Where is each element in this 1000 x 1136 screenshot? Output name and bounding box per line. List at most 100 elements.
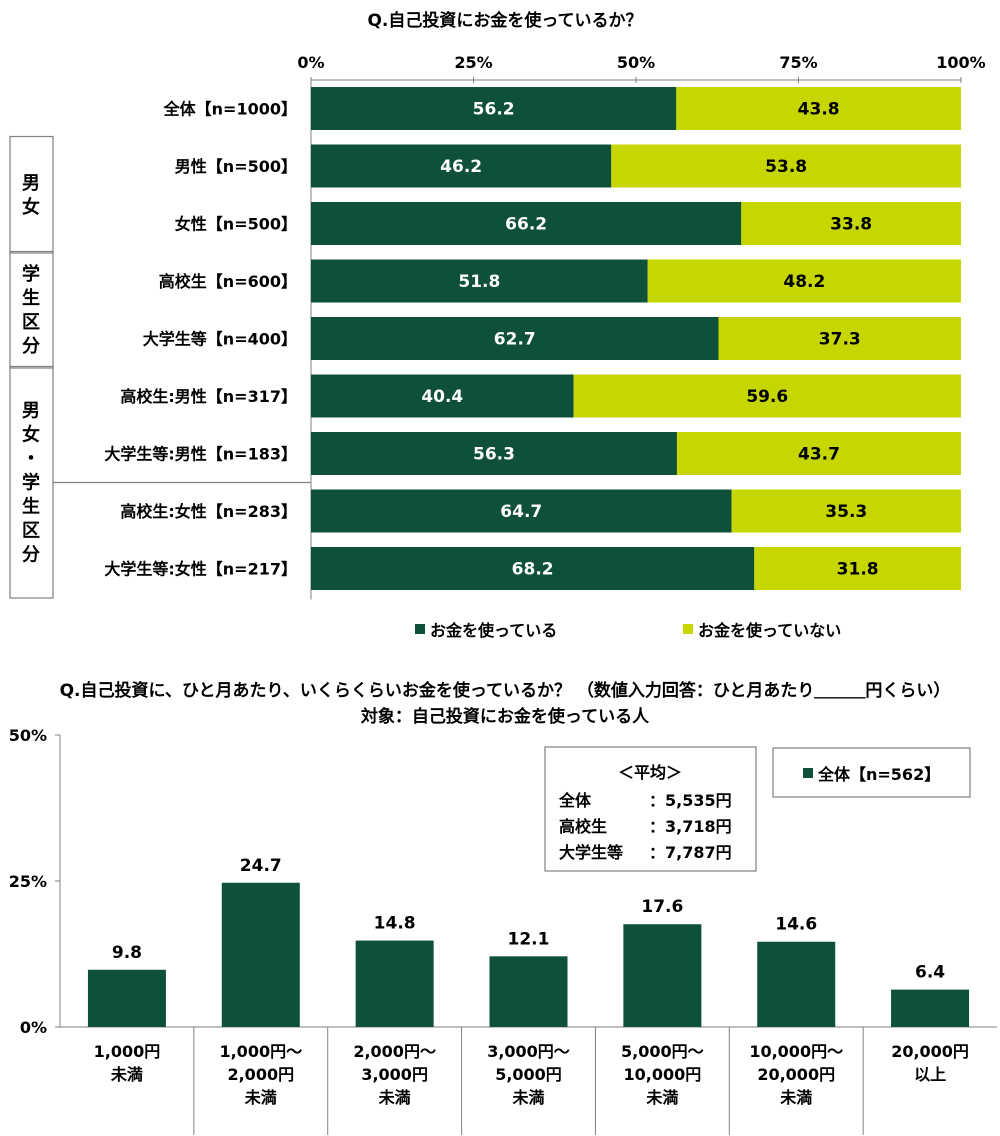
column-bar: [221, 882, 300, 1027]
category-label-line: 2,000円: [227, 1065, 294, 1084]
category-label-line: 以上: [914, 1065, 946, 1084]
average-box-title: ＜平均＞: [618, 763, 682, 782]
category-label-line: 未満: [110, 1065, 143, 1084]
column-chart: Q.自己投資に、ひと月あたり、いくらくらいお金を使っているか？ （数値入力回答：…: [9, 680, 997, 1135]
group-label-char: 区: [22, 520, 40, 541]
column-bar: [87, 969, 166, 1027]
category-label: 20,000円以上: [891, 1042, 969, 1084]
data-label: 6.4: [915, 963, 945, 983]
y-tick-label: 25%: [9, 872, 47, 891]
data-label: 56.3: [473, 445, 515, 465]
data-label: 53.8: [765, 157, 807, 177]
stacked-bar-chart: Q.自己投資にお金を使っているか？ 0% 25% 50% 75% 100% 全体【n=100…: [9, 10, 986, 640]
category-label-line: 3,000円: [361, 1065, 428, 1084]
average-box: [544, 746, 757, 872]
x-tick-label: 100%: [936, 53, 985, 72]
group-label-char: 男: [22, 173, 40, 194]
bar-segment-used: [311, 489, 732, 533]
data-label: 12.1: [508, 929, 550, 949]
category-label-line: 10,000円～: [749, 1042, 843, 1061]
average-row-label: 大学生等: [559, 843, 623, 862]
average-row-label: 高校生: [559, 817, 607, 836]
category-label: 男性【n=500】: [175, 157, 297, 176]
data-label: 17.6: [641, 897, 683, 917]
group-label-char: 分: [22, 544, 40, 565]
category-label-line: 5,000円～: [621, 1042, 704, 1061]
category-label: 10,000円～ 20,000円未満: [749, 1042, 843, 1107]
data-label: 56.2: [473, 100, 515, 120]
category-label: 高校生:男性【n=317】: [120, 387, 297, 406]
group-label-char: 分: [22, 336, 40, 357]
legend-swatch-not-used: [683, 624, 693, 634]
category-label: 1,000円未満: [94, 1042, 161, 1084]
category-label-line: 未満: [779, 1088, 812, 1107]
group-label-char: 女: [22, 196, 40, 218]
data-label: 48.2: [783, 272, 825, 292]
data-label: 51.8: [458, 272, 500, 292]
group-label-char: 生: [22, 495, 40, 517]
bar-segment-used: [311, 374, 574, 418]
category-label: 全体【n=1000】: [163, 100, 297, 119]
data-label: 64.7: [500, 502, 542, 522]
chart-subtitle: 対象：自己投資にお金を使っている人: [360, 706, 650, 727]
bar-segment-used: [311, 87, 677, 130]
bar-segment-not-used: [573, 374, 961, 418]
bar-segment-not-used: [647, 259, 961, 303]
bar-segment-not-used: [611, 144, 961, 188]
bar-segment-used: [311, 432, 677, 475]
data-label: 31.8: [837, 560, 879, 580]
category-label: 高校生:女性【n=283】: [120, 502, 297, 521]
category-label: 大学生等:男性【n=183】: [104, 445, 297, 464]
data-label: 43.7: [798, 445, 840, 465]
bar-segment-used: [311, 259, 648, 303]
category-label: 3,000円～ 5,000円未満: [487, 1042, 570, 1107]
category-label-line: 2,000円～: [353, 1042, 436, 1061]
category-label: 5,000円～ 10,000円未満: [621, 1042, 704, 1107]
category-label-line: 未満: [244, 1088, 277, 1107]
chart-title: Q.自己投資にお金を使っているか？: [367, 10, 642, 31]
legend-box: [772, 747, 971, 798]
y-tick-label: 50%: [9, 726, 47, 745]
data-label: 46.2: [440, 157, 482, 177]
group-label-char: 区: [22, 312, 40, 333]
data-label: 59.6: [746, 387, 788, 407]
average-row-label: 全体: [558, 791, 592, 810]
group-box: [9, 135, 54, 254]
bar-segment-not-used: [676, 432, 961, 475]
category-label-line: 1,000円～: [219, 1042, 302, 1061]
bar-segment-used: [311, 144, 612, 188]
bar-segment-not-used: [741, 202, 961, 245]
x-tick-label: 50%: [617, 53, 655, 72]
category-label-line: 5,000円: [495, 1065, 562, 1084]
column-bar: [757, 941, 836, 1027]
average-row-value: ：7,787円: [649, 843, 732, 862]
column-bar: [489, 956, 568, 1027]
group-box: [9, 250, 54, 369]
average-row-value: ：3,718円: [649, 817, 732, 836]
data-label: 68.2: [512, 560, 554, 580]
category-label-line: 1,000円: [94, 1042, 161, 1061]
legend-swatch: [803, 768, 813, 778]
bar-segment-used: [311, 547, 755, 590]
data-label: 43.8: [798, 100, 840, 120]
category-label-line: 10,000円: [623, 1065, 701, 1084]
legend-label-used: お金を使っている: [430, 621, 557, 640]
x-tick-label: 75%: [779, 53, 817, 72]
category-label-line: 20,000円: [891, 1042, 969, 1061]
group-label-char: 男: [22, 400, 40, 421]
average-row-value: ：5,535円: [649, 791, 732, 810]
group-label-char: 女: [22, 423, 40, 445]
data-label: 35.3: [825, 502, 867, 522]
group-label-char: 生: [22, 287, 40, 309]
category-label-line: 未満: [378, 1088, 411, 1107]
y-tick-label: 0%: [20, 1018, 47, 1037]
chart-title: Q.自己投資に、ひと月あたり、いくらくらいお金を使っているか？ （数値入力回答：…: [60, 680, 951, 701]
group-label-char: ・: [22, 448, 40, 469]
bar-segment-not-used: [731, 489, 961, 533]
category-label-line: 未満: [511, 1088, 544, 1107]
group-label-char: 学: [22, 263, 40, 285]
x-tick-label: 0%: [297, 53, 324, 72]
data-label: 14.8: [374, 914, 416, 934]
data-label: 66.2: [505, 215, 547, 235]
